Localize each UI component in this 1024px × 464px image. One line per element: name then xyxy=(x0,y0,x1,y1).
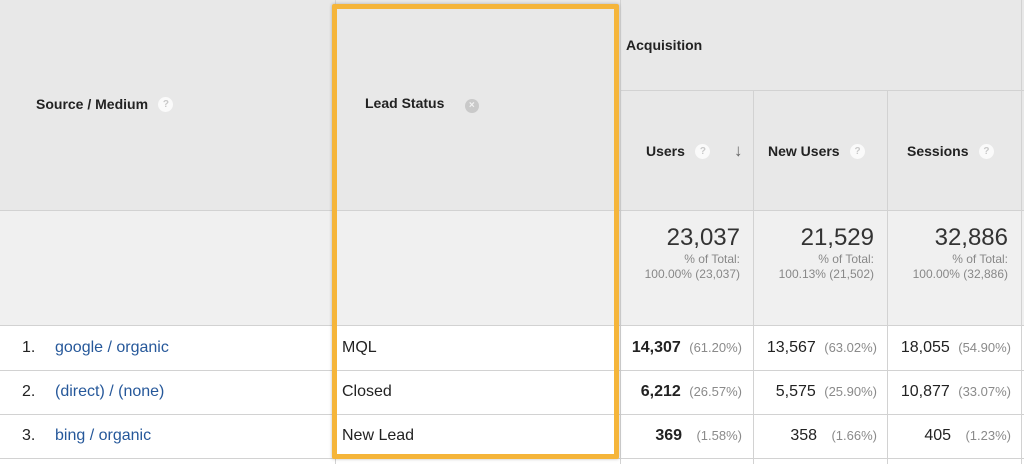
new-users-cell: 13,567 (63.02%) xyxy=(753,339,877,357)
sessions-pct: (1.23%) xyxy=(965,428,1011,443)
sessions-pct: (54.90%) xyxy=(958,340,1011,355)
users-value: 369 xyxy=(655,427,683,444)
sessions-value: 405 xyxy=(924,427,952,444)
sessions-value: 10,877 xyxy=(900,383,950,400)
source-medium-link[interactable]: google / organic xyxy=(55,339,169,356)
row-index: 1. xyxy=(22,339,36,356)
new-users-value: 5,575 xyxy=(775,383,816,400)
col-header-users[interactable]: Users ? xyxy=(646,143,711,161)
new-users-pct: (63.02%) xyxy=(824,340,877,355)
users-cell: 369 (1.58%) xyxy=(620,427,742,445)
source-medium-link[interactable]: bing / organic xyxy=(55,427,152,444)
col-header-label: New Users xyxy=(768,143,840,159)
col-header-label: Source / Medium xyxy=(36,96,149,112)
total-sessions-label: % of Total: xyxy=(952,252,1008,266)
total-sessions: 32,886 % of Total: 100.00% (32,886) xyxy=(887,224,1008,282)
help-icon[interactable]: ? xyxy=(695,144,711,160)
new-users-cell: 358 (1.66%) xyxy=(753,427,877,445)
total-new-users-detail: 100.13% (21,502) xyxy=(778,267,874,281)
new-users-value: 13,567 xyxy=(766,339,816,356)
col-header-source-medium[interactable]: Source / Medium ? xyxy=(36,96,174,114)
lead-status-cell: MQL xyxy=(342,339,377,356)
total-users: 23,037 % of Total: 100.00% (23,037) xyxy=(620,224,740,282)
row-index: 3. xyxy=(22,427,36,444)
total-sessions-value: 32,886 xyxy=(934,224,1008,251)
col-header-new-users[interactable]: New Users ? xyxy=(768,143,866,161)
totals-row xyxy=(0,211,1024,325)
sessions-cell: 18,055 (54.90%) xyxy=(887,339,1011,357)
users-value: 14,307 xyxy=(631,339,681,356)
sort-descending-icon[interactable]: ↓ xyxy=(734,141,743,160)
new-users-cell: 5,575 (25.90%) xyxy=(753,383,877,401)
new-users-pct: (1.66%) xyxy=(831,428,877,443)
help-icon[interactable]: ? xyxy=(978,144,994,160)
total-new-users-label: % of Total: xyxy=(818,252,874,266)
users-value: 6,212 xyxy=(640,383,681,400)
new-users-pct: (25.90%) xyxy=(824,384,877,399)
lead-status-cell: Closed xyxy=(342,383,392,400)
total-users-label: % of Total: xyxy=(684,252,740,266)
sessions-value: 18,055 xyxy=(900,339,950,356)
source-medium-link[interactable]: (direct) / (none) xyxy=(55,383,165,400)
lead-status-cell: New Lead xyxy=(342,427,415,444)
total-new-users: 21,529 % of Total: 100.13% (21,502) xyxy=(753,224,874,282)
lead-status-highlight-box xyxy=(332,4,619,459)
users-pct: (26.57%) xyxy=(689,384,742,399)
remove-dimension-icon[interactable]: × xyxy=(464,99,479,113)
col-header-label: Lead Status xyxy=(365,95,445,111)
col-header-label: Users xyxy=(646,143,685,159)
new-users-value: 358 xyxy=(790,427,818,444)
help-icon[interactable]: ? xyxy=(158,97,174,113)
total-users-value: 23,037 xyxy=(666,224,740,251)
users-pct: (61.20%) xyxy=(689,340,742,355)
users-cell: 6,212 (26.57%) xyxy=(620,383,742,401)
help-icon[interactable]: ? xyxy=(850,144,866,160)
sessions-pct: (33.07%) xyxy=(958,384,1011,399)
total-sessions-detail: 100.00% (32,886) xyxy=(912,267,1008,281)
sessions-cell: 405 (1.23%) xyxy=(887,427,1011,445)
row-index: 2. xyxy=(22,383,36,400)
users-cell: 14,307 (61.20%) xyxy=(620,339,742,357)
total-users-detail: 100.00% (23,037) xyxy=(644,267,740,281)
col-header-lead-status[interactable]: Lead Status × xyxy=(365,95,479,113)
sessions-cell: 10,877 (33.07%) xyxy=(887,383,1011,401)
col-header-sessions[interactable]: Sessions ? xyxy=(907,143,994,161)
total-new-users-value: 21,529 xyxy=(800,224,874,251)
group-header-acquisition: Acquisition xyxy=(626,37,703,53)
users-pct: (1.58%) xyxy=(696,428,742,443)
col-header-label: Sessions xyxy=(907,143,969,159)
